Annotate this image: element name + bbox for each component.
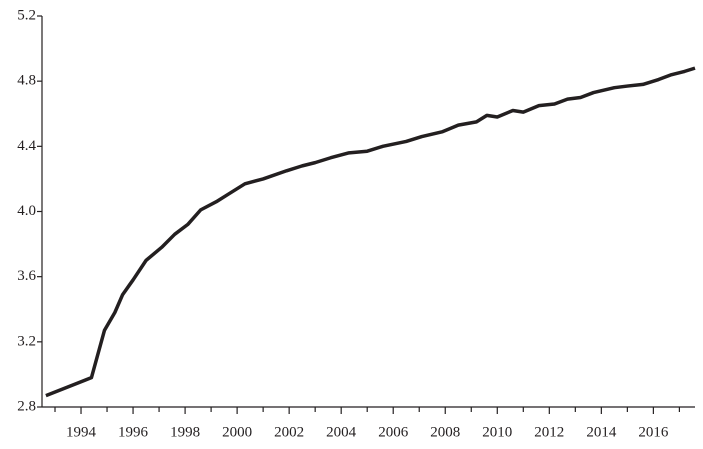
y-tick-label: 3.6 — [17, 268, 36, 284]
x-tick-label: 2010 — [482, 424, 512, 440]
line — [45, 66, 696, 398]
x-tick-label: 2014 — [586, 424, 617, 440]
x-tick-label: 2000 — [222, 424, 252, 440]
y-tick-label: 4.8 — [17, 73, 36, 89]
x-tick-label: 2008 — [430, 424, 460, 440]
x-tick-label: 2016 — [638, 424, 669, 440]
x-tick-label: 1994 — [66, 424, 97, 440]
y-tick-label: 4.4 — [17, 138, 36, 154]
y-tick-label: 5.2 — [17, 7, 36, 23]
x-tick-label: 2004 — [326, 424, 357, 440]
y-tick-label: 3.2 — [17, 333, 36, 349]
x-tick-label: 2012 — [534, 424, 564, 440]
y-tick-label: 2.8 — [17, 398, 36, 414]
x-tick-label: 1996 — [118, 424, 149, 440]
y-tick-label: 4.0 — [17, 203, 36, 219]
x-tick-label: 1998 — [170, 424, 200, 440]
x-tick-label: 2006 — [378, 424, 409, 440]
x-tick-label: 2002 — [274, 424, 304, 440]
